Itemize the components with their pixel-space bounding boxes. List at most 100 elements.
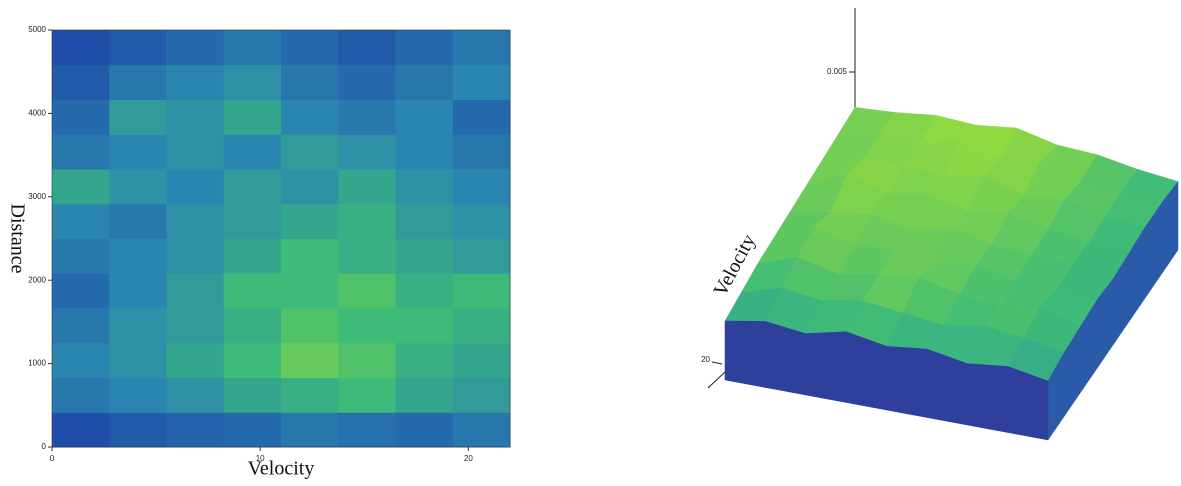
heatmap-cell: [281, 342, 339, 378]
heatmap-cell: [338, 203, 396, 239]
heatmap-cell: [395, 238, 454, 274]
heatmap-cell: [166, 203, 225, 239]
heatmap-cell: [281, 134, 339, 170]
heatmap-cell: [281, 412, 339, 448]
heatmap-cell: [223, 412, 282, 448]
x-tick-label: 20: [464, 454, 473, 463]
heatmap-cell: [52, 134, 110, 170]
heatmap-cell: [109, 377, 167, 413]
heatmap-cell: [281, 169, 339, 205]
heatmap-cell: [166, 30, 225, 66]
heatmap-cell: [166, 238, 225, 274]
heatmap-cell: [52, 412, 110, 448]
heatmap-cell: [281, 203, 339, 239]
heatmap-cell: [223, 203, 282, 239]
heatmap-cell: [395, 30, 454, 66]
heatmap-cell: [109, 30, 167, 66]
heatmap-cell: [452, 134, 511, 170]
heatmap-cell: [109, 64, 167, 100]
heatmap-cell: [52, 30, 110, 66]
heatmap-cell: [109, 169, 167, 205]
heatmap-cell: [166, 342, 225, 378]
heatmap-cell: [281, 308, 339, 344]
heatmap-cell: [338, 64, 396, 100]
front-wall: [967, 363, 1008, 433]
heatmap-cell: [109, 412, 167, 448]
y-tick-label: 3000: [28, 192, 46, 201]
heatmap-cell: [166, 169, 225, 205]
front-wall: [765, 321, 806, 396]
y-axis: [707, 371, 726, 389]
heatmap-cell: [395, 377, 454, 413]
heatmap-cell: [223, 64, 282, 100]
heatmap-cell: [166, 308, 225, 344]
heatmap-cell: [338, 99, 396, 135]
heatmap-cell: [223, 308, 282, 344]
heatmap-cell: [166, 273, 225, 309]
heatmap-cell: [452, 30, 511, 66]
heatmap-cell: [338, 238, 396, 274]
y-tick-label: 1000: [28, 359, 46, 368]
heatmap-cell: [281, 30, 339, 66]
heatmap-cell: [452, 308, 511, 344]
heatmap-cell: [395, 412, 454, 448]
heatmap-cell: [52, 273, 110, 309]
heatmap-cell: [395, 64, 454, 100]
front-wall: [724, 320, 766, 388]
y-tick-label: 20: [701, 355, 710, 364]
x-tick-label: 10: [256, 454, 265, 463]
front-wall: [805, 331, 847, 403]
heatmap-cell: [109, 342, 167, 378]
x-axis-label: Velocity: [248, 458, 315, 480]
heatmap-cell: [52, 169, 110, 205]
y-axis-label: Distance: [6, 204, 28, 274]
heatmap-cell: [338, 308, 396, 344]
front-wall: [1007, 366, 1049, 441]
heatmap-cell: [338, 377, 396, 413]
heatmap-cell: [452, 64, 511, 100]
heatmap-cell: [452, 377, 511, 413]
heatmap-cell: [166, 99, 225, 135]
heatmap-panel: 0 10 20 0 1000 2000 3000 4000 5000 Velocity Distan…: [6, 25, 511, 480]
heatmap-cell: [452, 273, 511, 309]
front-wall: [886, 346, 928, 418]
y-tick: [711, 361, 723, 365]
heatmap-cell: [166, 412, 225, 448]
heatmap-cell: [338, 342, 396, 378]
heatmap-cell: [109, 308, 167, 344]
heatmap-cell: [452, 238, 511, 274]
heatmap-cell: [395, 273, 454, 309]
heatmap-cell: [395, 203, 454, 239]
heatmap-cell: [223, 169, 282, 205]
heatmap-cell: [223, 30, 282, 66]
heatmap-cell: [281, 273, 339, 309]
heatmap-cell: [452, 169, 511, 205]
heatmap-cell: [452, 342, 511, 378]
heatmap-cell: [395, 308, 454, 344]
heatmap-cell: [166, 64, 225, 100]
x-tick-label: 0: [50, 454, 55, 463]
heatmap-cell: [109, 99, 167, 135]
y-tick-label: 0: [42, 442, 47, 451]
heatmap-cell: [52, 308, 110, 344]
heatmap-cell: [166, 134, 225, 170]
heatmap-cell: [223, 99, 282, 135]
heatmap-cell: [52, 342, 110, 378]
heatmap-cell: [338, 134, 396, 170]
heatmap-cell: [109, 203, 167, 239]
heatmap-cell: [395, 169, 454, 205]
heatmap-cell: [223, 134, 282, 170]
heatmap-cell: [52, 203, 110, 239]
heatmap-cell: [395, 134, 454, 170]
heatmap-cell: [52, 238, 110, 274]
heatmap-cell: [223, 377, 282, 413]
z-tick-label: 0.005: [827, 67, 848, 76]
heatmap-cell: [281, 377, 339, 413]
heatmap-cell: [223, 238, 282, 274]
heatmap-cell: [223, 342, 282, 378]
heatmap-cell: [52, 377, 110, 413]
heatmap-cell: [52, 99, 110, 135]
y-tick-label: 4000: [28, 109, 46, 118]
